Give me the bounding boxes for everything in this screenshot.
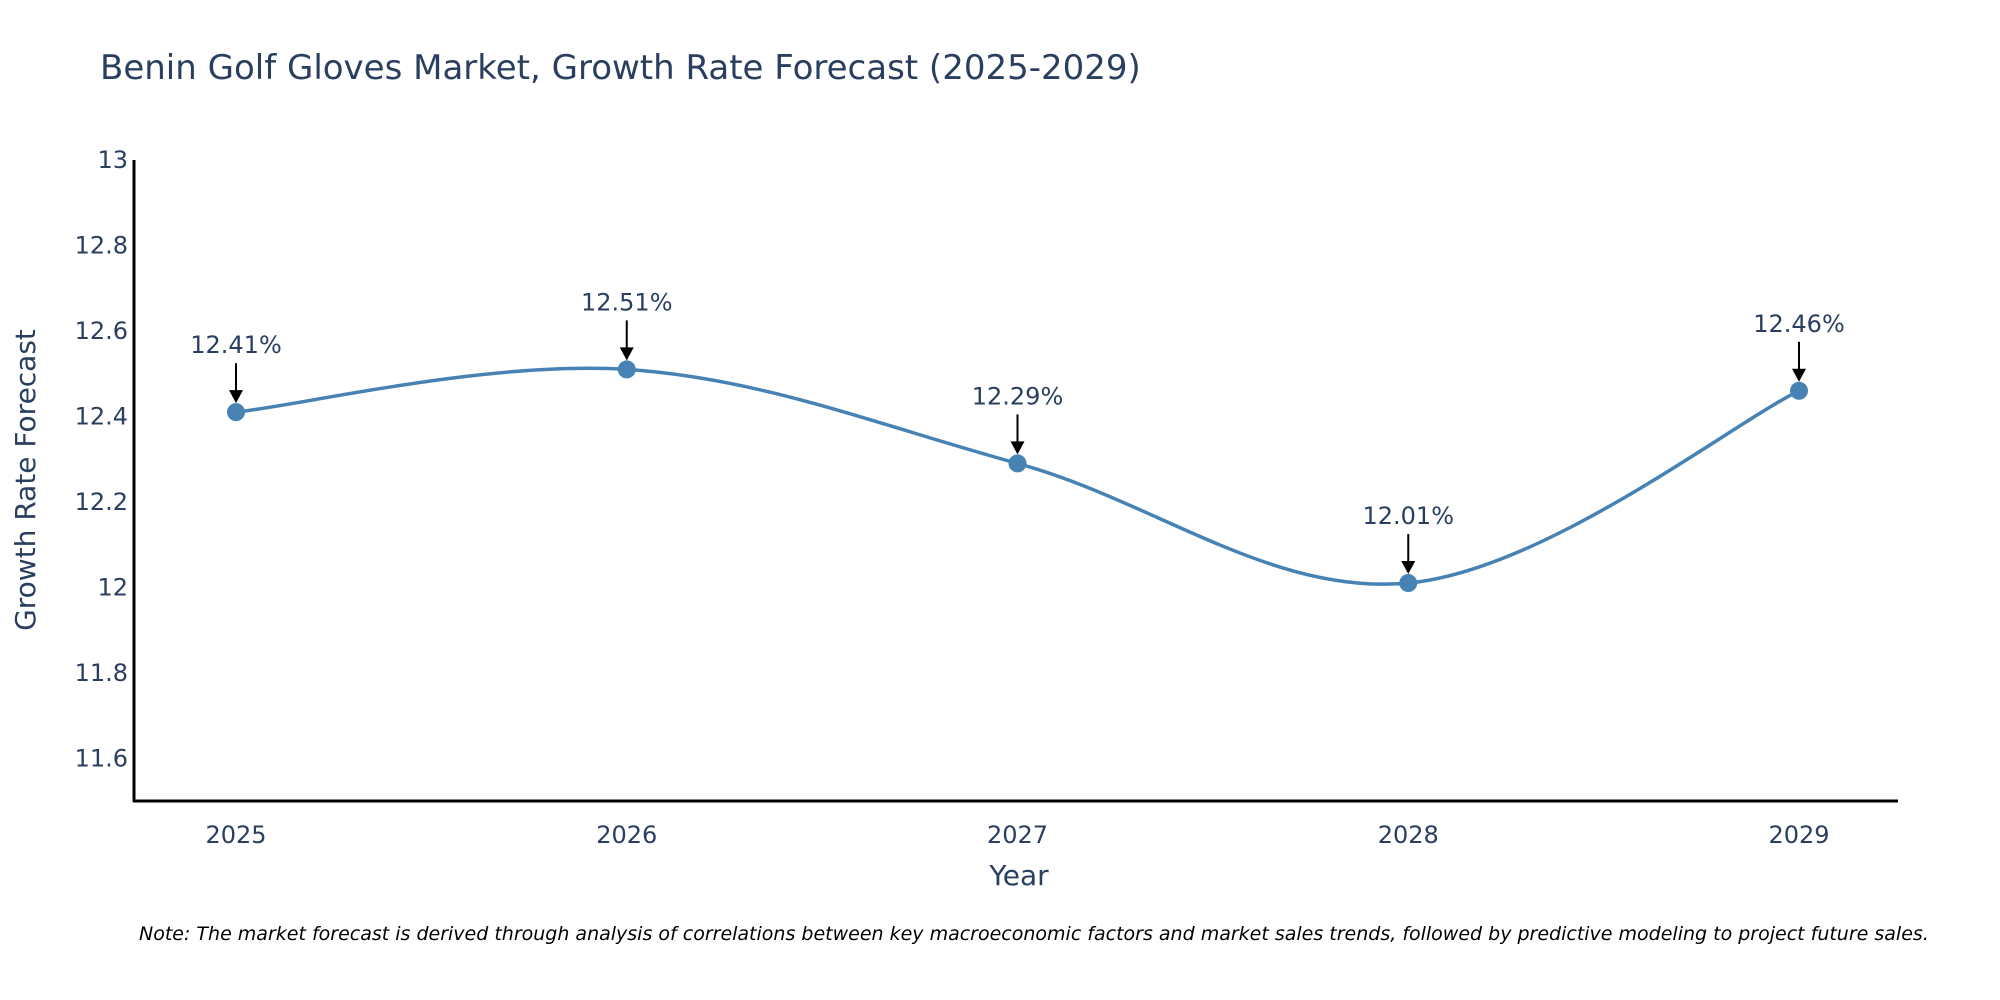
x-tick-label: 2029 (1768, 821, 1829, 849)
y-tick-label: 12 (97, 573, 128, 601)
data-point (1399, 574, 1418, 593)
annotation-arrow-head (1792, 368, 1806, 382)
data-point (1790, 381, 1808, 400)
x-tick-label: 2028 (1378, 821, 1439, 849)
y-axis-ticks: 11.6 11.8 12 12.2 12.4 12.6 12.8 13 (75, 146, 128, 772)
annotation-arrow-head (619, 347, 634, 361)
y-tick-label: 12.8 (75, 231, 128, 259)
data-point (617, 360, 636, 379)
x-axis-ticks: 2025 2026 2027 2028 2029 (205, 821, 1829, 849)
y-axis-title: Growth Rate Forecast (9, 329, 42, 631)
y-tick-label: 12.2 (75, 488, 128, 516)
x-tick-label: 2026 (596, 821, 657, 849)
data-label: 12.01% (1362, 502, 1454, 530)
x-axis-title: Year (988, 859, 1049, 892)
data-point (227, 403, 245, 422)
annotation-arrow-head (1401, 561, 1416, 575)
y-tick-label: 11.8 (75, 659, 128, 687)
y-tick-label: 12.6 (75, 317, 128, 345)
data-label: 12.51% (581, 288, 673, 316)
chart-note: Note: The market forecast is derived thr… (139, 923, 1929, 945)
y-tick-label: 12.4 (75, 402, 128, 430)
y-tick-label: 11.6 (75, 744, 128, 772)
y-tick-label: 13 (97, 146, 128, 174)
data-label: 12.41% (190, 331, 282, 359)
x-tick-label: 2027 (987, 821, 1048, 849)
chart-title: Benin Golf Gloves Market, Growth Rate Fo… (100, 48, 1141, 88)
data-point (1008, 454, 1027, 473)
x-tick-label: 2025 (205, 821, 266, 849)
data-label-annotations: 12.41% 12.51% 12.29% 12.01% 12.46% (190, 288, 1845, 575)
annotation-arrow-head (1010, 441, 1025, 455)
annotation-arrow-head (229, 390, 243, 404)
data-label: 12.46% (1753, 310, 1845, 338)
data-points (227, 360, 1808, 593)
data-label: 12.29% (972, 382, 1064, 410)
